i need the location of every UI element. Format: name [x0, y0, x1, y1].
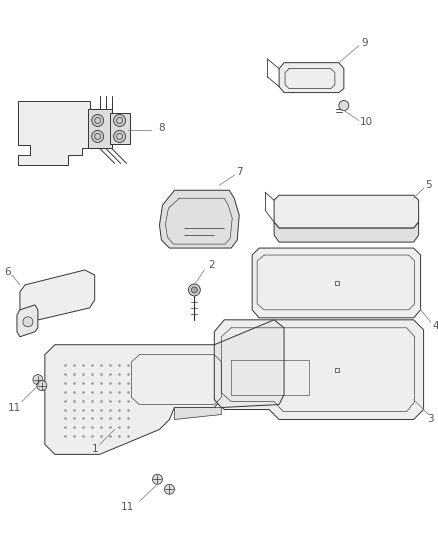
- Circle shape: [113, 115, 126, 126]
- Text: 5: 5: [425, 180, 432, 190]
- Circle shape: [33, 375, 43, 385]
- Text: 3: 3: [427, 415, 434, 424]
- Polygon shape: [88, 109, 112, 148]
- Polygon shape: [45, 345, 221, 454]
- Text: 11: 11: [121, 502, 134, 512]
- Polygon shape: [274, 222, 419, 242]
- Polygon shape: [214, 320, 424, 419]
- Text: 4: 4: [432, 321, 438, 331]
- Text: 2: 2: [208, 260, 215, 270]
- Polygon shape: [274, 195, 419, 228]
- Circle shape: [339, 101, 349, 110]
- Circle shape: [188, 284, 200, 296]
- Circle shape: [23, 317, 33, 327]
- Polygon shape: [214, 320, 284, 408]
- Polygon shape: [174, 408, 221, 419]
- Text: 10: 10: [360, 117, 373, 127]
- Circle shape: [113, 131, 126, 142]
- Polygon shape: [159, 190, 239, 248]
- Polygon shape: [252, 248, 420, 318]
- Circle shape: [191, 287, 198, 293]
- Text: 8: 8: [158, 124, 165, 133]
- Circle shape: [37, 381, 47, 391]
- Polygon shape: [17, 305, 38, 337]
- Circle shape: [164, 484, 174, 494]
- Text: 9: 9: [361, 38, 368, 48]
- Circle shape: [92, 115, 104, 126]
- Text: 6: 6: [5, 267, 11, 277]
- Text: 7: 7: [236, 167, 243, 177]
- Polygon shape: [279, 63, 344, 93]
- Circle shape: [152, 474, 162, 484]
- Polygon shape: [20, 270, 95, 322]
- Text: 1: 1: [92, 445, 98, 455]
- Circle shape: [92, 131, 104, 142]
- Polygon shape: [110, 112, 130, 144]
- Polygon shape: [18, 101, 100, 165]
- Text: 11: 11: [7, 402, 21, 413]
